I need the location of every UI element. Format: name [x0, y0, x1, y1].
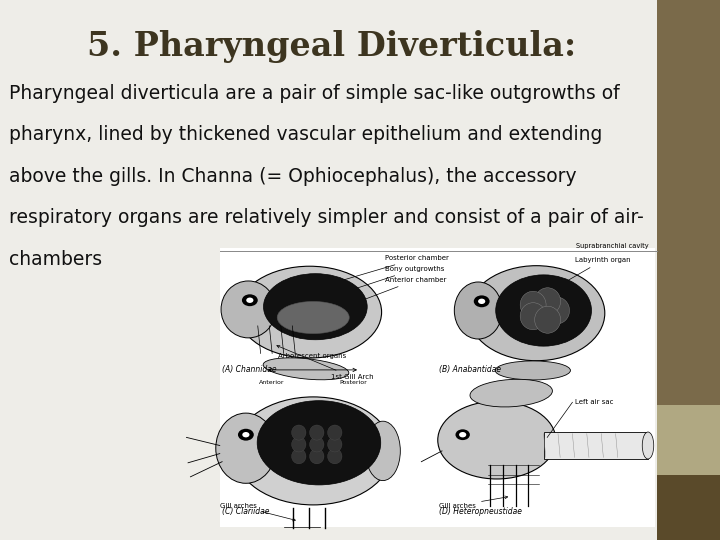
Text: 1st Gill Arch: 1st Gill Arch: [277, 346, 374, 380]
Text: (A) Channidae: (A) Channidae: [222, 364, 276, 374]
Polygon shape: [544, 432, 648, 459]
Text: Anterior chamber: Anterior chamber: [320, 277, 446, 316]
Text: Posterior chamber: Posterior chamber: [320, 255, 449, 287]
Text: (B) Anabantidae: (B) Anabantidae: [439, 364, 501, 374]
Ellipse shape: [257, 401, 381, 485]
Bar: [657, 0, 720, 540]
Ellipse shape: [454, 282, 503, 339]
Ellipse shape: [535, 288, 561, 315]
Ellipse shape: [264, 358, 348, 380]
Ellipse shape: [496, 275, 592, 346]
Circle shape: [242, 294, 258, 306]
Ellipse shape: [277, 301, 349, 334]
Circle shape: [238, 429, 254, 441]
Circle shape: [246, 298, 253, 303]
Ellipse shape: [520, 291, 546, 318]
Text: chambers: chambers: [9, 250, 102, 269]
Circle shape: [478, 299, 485, 304]
Text: (D) Heteropneustidae: (D) Heteropneustidae: [439, 507, 522, 516]
Text: Arborescent organs: Arborescent organs: [279, 353, 346, 359]
Ellipse shape: [310, 437, 324, 452]
Ellipse shape: [544, 297, 570, 324]
Text: (C) Clariidae: (C) Clariidae: [222, 507, 269, 516]
Ellipse shape: [470, 379, 552, 407]
Ellipse shape: [438, 401, 556, 479]
Ellipse shape: [328, 449, 342, 464]
Text: pharynx, lined by thickened vascular epithelium and extending: pharynx, lined by thickened vascular epi…: [9, 125, 602, 144]
Ellipse shape: [495, 361, 570, 380]
Ellipse shape: [310, 449, 324, 464]
Text: Anterior: Anterior: [259, 380, 285, 384]
Ellipse shape: [234, 397, 392, 505]
Circle shape: [459, 432, 467, 437]
Text: respiratory organs are relatively simpler and consist of a pair of air-: respiratory organs are relatively simple…: [9, 208, 644, 227]
Ellipse shape: [292, 437, 306, 452]
Bar: [657, 475, 720, 540]
Text: Left air sac: Left air sac: [575, 399, 613, 406]
Bar: [220, 248, 655, 526]
Circle shape: [243, 432, 250, 437]
Ellipse shape: [292, 449, 306, 464]
Ellipse shape: [292, 425, 306, 440]
Ellipse shape: [310, 425, 324, 440]
Ellipse shape: [264, 274, 367, 340]
Ellipse shape: [328, 425, 342, 440]
Text: Suprabranchial cavity: Suprabranchial cavity: [576, 244, 649, 249]
Ellipse shape: [221, 281, 276, 338]
Bar: [657, 405, 720, 540]
Text: Gill arches: Gill arches: [439, 496, 508, 509]
Ellipse shape: [216, 413, 276, 483]
Ellipse shape: [366, 421, 400, 481]
Text: Pharyngeal diverticula are a pair of simple sac-like outgrowths of: Pharyngeal diverticula are a pair of sim…: [9, 84, 619, 103]
Ellipse shape: [238, 266, 382, 358]
Ellipse shape: [468, 266, 605, 361]
Ellipse shape: [642, 432, 654, 459]
Ellipse shape: [535, 306, 561, 333]
Ellipse shape: [328, 437, 342, 452]
Text: Labyrinth organ: Labyrinth organ: [561, 258, 630, 285]
Text: above the gills. In Channa (= Ophiocephalus), the accessory: above the gills. In Channa (= Ophiocepha…: [9, 167, 576, 186]
Text: Bony outgrowths: Bony outgrowths: [320, 266, 444, 301]
Circle shape: [474, 295, 490, 307]
Text: Gill arches: Gill arches: [220, 503, 295, 521]
Text: Posterior: Posterior: [339, 380, 366, 384]
Ellipse shape: [520, 303, 546, 330]
Circle shape: [456, 429, 470, 440]
Text: 5. Pharyngeal Diverticula:: 5. Pharyngeal Diverticula:: [86, 30, 576, 63]
